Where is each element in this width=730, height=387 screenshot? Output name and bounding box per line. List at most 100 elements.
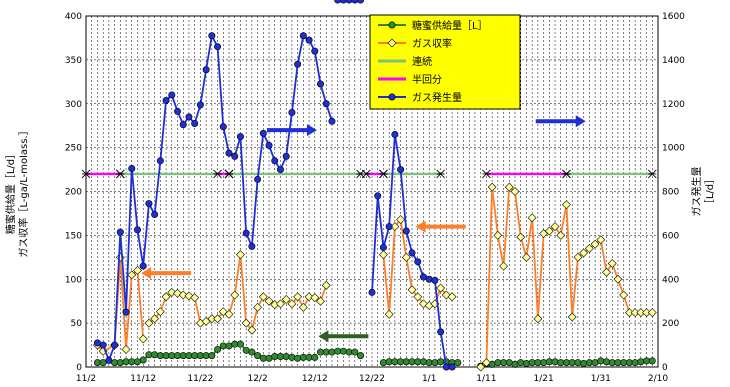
- y-right-axis-label: ［L/d］: [704, 174, 716, 209]
- data-point: [258, 292, 268, 302]
- data-point: [224, 309, 234, 319]
- data-point: [419, 358, 427, 366]
- data-point: [316, 296, 325, 306]
- series-line: [97, 32, 333, 363]
- x-tick-label: 11/12: [130, 374, 156, 384]
- data-point: [299, 32, 307, 40]
- data-point: [351, 0, 359, 4]
- data-point: [385, 223, 393, 231]
- data-point: [162, 96, 170, 104]
- data-point: [517, 359, 525, 367]
- data-point: [493, 230, 503, 240]
- data-point: [282, 352, 290, 360]
- y-left-tick-label: 200: [65, 188, 82, 198]
- data-point: [179, 121, 187, 129]
- data-point: [294, 60, 302, 68]
- data-point: [476, 362, 486, 372]
- data-point: [481, 358, 491, 368]
- x-tick-label: 2/10: [648, 374, 668, 384]
- data-point: [602, 267, 611, 277]
- data-point: [590, 239, 600, 249]
- data-point: [556, 230, 566, 240]
- data-point: [522, 359, 530, 367]
- legend-label: 半回分: [412, 73, 442, 86]
- data-point: [133, 226, 141, 234]
- data-point: [550, 222, 560, 232]
- y-right-tick-label: 400: [662, 275, 679, 285]
- data-point: [311, 353, 319, 361]
- data-point: [591, 359, 599, 367]
- data-point: [487, 182, 497, 192]
- data-point: [379, 359, 387, 367]
- data-point: [178, 290, 188, 300]
- data-point: [499, 261, 508, 271]
- legend-swatch-marker: [388, 21, 396, 29]
- data-point: [133, 266, 142, 275]
- data-point: [254, 352, 262, 360]
- data-point: [345, 0, 353, 4]
- y-left-tick-label: 300: [65, 100, 82, 110]
- data-point: [573, 252, 583, 262]
- y-left-tick-label: 250: [65, 144, 82, 154]
- data-point: [407, 285, 417, 295]
- data-point: [282, 152, 290, 160]
- annotation-arrow-head: [415, 220, 426, 233]
- x-tick-label: 11/22: [187, 374, 213, 384]
- data-point: [322, 100, 330, 108]
- legend-label: ガス収率: [412, 37, 452, 50]
- data-point: [425, 275, 433, 283]
- legend-label: 連続: [412, 55, 432, 68]
- annotation-arrow-head: [318, 330, 329, 343]
- data-point: [596, 235, 606, 245]
- data-point: [328, 117, 336, 125]
- data-point: [105, 356, 113, 364]
- data-point: [248, 242, 256, 250]
- data-point: [208, 32, 216, 40]
- y-left-tick-label: 150: [65, 231, 82, 241]
- data-point: [150, 314, 160, 324]
- data-point: [579, 248, 589, 258]
- data-point: [254, 175, 262, 183]
- data-point: [242, 346, 250, 354]
- data-point: [213, 169, 222, 179]
- data-point: [551, 358, 559, 366]
- data-point: [151, 211, 159, 219]
- data-point: [311, 47, 319, 55]
- data-point: [138, 334, 148, 344]
- data-point: [265, 141, 273, 149]
- data-point: [505, 359, 513, 367]
- y-left-tick-label: 350: [65, 56, 82, 66]
- data-point: [631, 359, 639, 367]
- data-point: [139, 356, 147, 364]
- data-point: [368, 288, 376, 296]
- y-right-tick-label: 1600: [662, 12, 685, 22]
- data-point: [122, 308, 130, 316]
- data-point: [99, 341, 107, 349]
- data-point: [287, 299, 297, 309]
- y-right-tick-label: 0: [662, 363, 668, 373]
- data-point: [190, 293, 200, 303]
- data-point: [174, 107, 182, 115]
- data-point: [128, 164, 136, 172]
- data-point: [374, 192, 382, 200]
- data-point: [339, 0, 347, 4]
- data-point: [168, 91, 176, 99]
- data-point: [213, 314, 222, 324]
- data-point: [379, 169, 388, 179]
- data-point: [196, 101, 204, 109]
- data-point: [310, 293, 320, 303]
- data-point: [288, 109, 296, 117]
- y-right-tick-label: 200: [662, 319, 679, 329]
- data-point: [527, 213, 537, 223]
- data-point: [281, 295, 291, 304]
- data-point: [145, 200, 153, 208]
- data-point: [264, 296, 274, 306]
- data-point: [431, 276, 439, 284]
- data-point: [397, 166, 405, 174]
- data-point: [334, 0, 342, 4]
- data-point: [144, 318, 154, 328]
- data-point: [413, 292, 423, 302]
- data-point: [510, 187, 520, 196]
- data-point: [436, 283, 446, 293]
- data-point: [603, 358, 611, 366]
